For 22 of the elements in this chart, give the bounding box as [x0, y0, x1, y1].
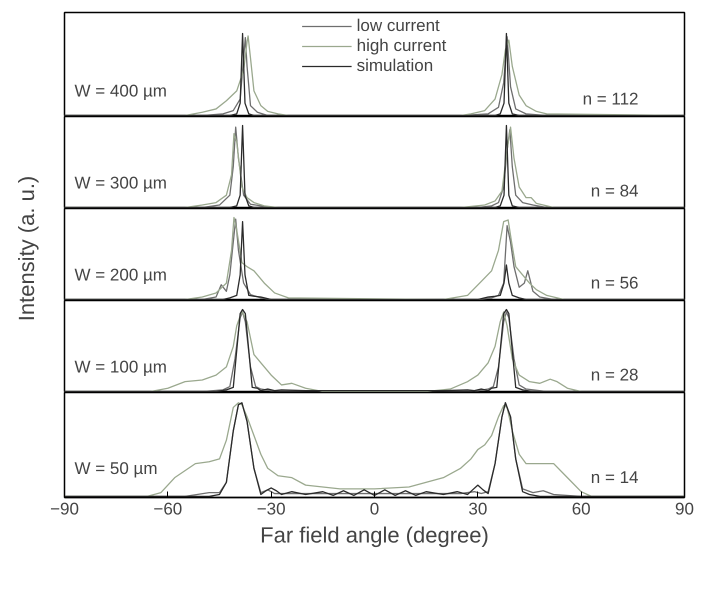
annotation: W = 50 µm — [74, 458, 158, 478]
y-axis-title: Intensity (a. u.) — [14, 176, 39, 322]
x-tick-label: −30 — [256, 500, 286, 518]
annotation: W = 200 µm — [74, 265, 167, 284]
x-tick-label: 30 — [468, 500, 488, 518]
legend-label: simulation — [356, 56, 434, 76]
x-tick-label: 60 — [572, 500, 591, 518]
annotation: n = 112 — [582, 90, 639, 109]
annotation: n = 56 — [590, 274, 639, 293]
annotation: n = 28 — [590, 366, 639, 385]
x-tick-label: 0 — [370, 500, 380, 518]
x-axis-title: Far field angle (degree) — [260, 522, 489, 548]
annotation: W = 400 µm — [74, 81, 167, 100]
x-tick-label: 90 — [675, 500, 694, 518]
annotation: n = 14 — [590, 468, 639, 488]
x-tick-label: −60 — [153, 500, 182, 518]
annotation: W = 100 µm — [74, 357, 167, 376]
x-tick-label: −90 — [50, 500, 79, 518]
legend-label: low current — [356, 16, 440, 36]
annotation: n = 84 — [590, 182, 639, 201]
annotation: W = 300 µm — [74, 173, 167, 192]
legend-label: high current — [356, 36, 446, 56]
